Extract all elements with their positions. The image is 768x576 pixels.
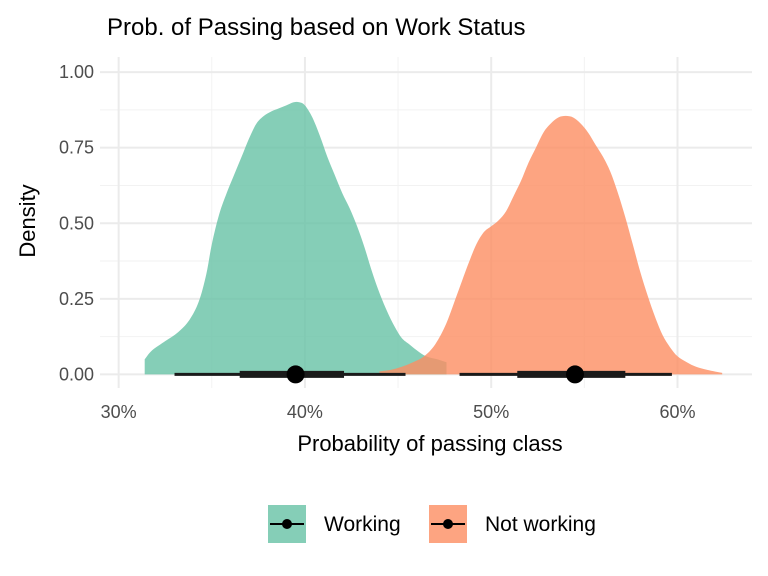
legend: Working Not working [268, 505, 596, 543]
x-tick-label: 30% [101, 402, 137, 422]
y-tick-label: 0.50 [59, 213, 94, 233]
legend-item-working: Working [268, 505, 401, 543]
y-tick-label: 0.75 [59, 138, 94, 158]
density-layer [144, 101, 723, 375]
y-tick-label: 1.00 [59, 62, 94, 82]
interval-layer [174, 365, 672, 384]
density-area-not-working [379, 115, 723, 375]
density-area-working [144, 101, 447, 375]
plot-panel [100, 57, 752, 388]
chart-title: Prob. of Passing based on Work Status [107, 14, 525, 41]
point-estimate-working [286, 365, 305, 384]
point-estimate-not-working [566, 365, 585, 384]
y-axis: 0.00 0.25 0.50 0.75 1.00 [59, 62, 94, 384]
legend-key-point-working [282, 519, 292, 529]
x-axis: 30% 40% 50% 60% [101, 402, 696, 422]
x-tick-label: 60% [659, 402, 695, 422]
y-tick-label: 0.25 [59, 289, 94, 309]
y-tick-label: 0.00 [59, 364, 94, 384]
y-axis-title: Density [15, 184, 40, 257]
legend-item-not-working: Not working [429, 505, 596, 543]
legend-key-point-not-working [443, 519, 453, 529]
x-axis-title: Probability of passing class [297, 431, 562, 456]
x-tick-label: 50% [473, 402, 509, 422]
x-tick-label: 40% [287, 402, 323, 422]
legend-label-not-working: Not working [485, 513, 596, 536]
legend-label-working: Working [324, 513, 401, 536]
